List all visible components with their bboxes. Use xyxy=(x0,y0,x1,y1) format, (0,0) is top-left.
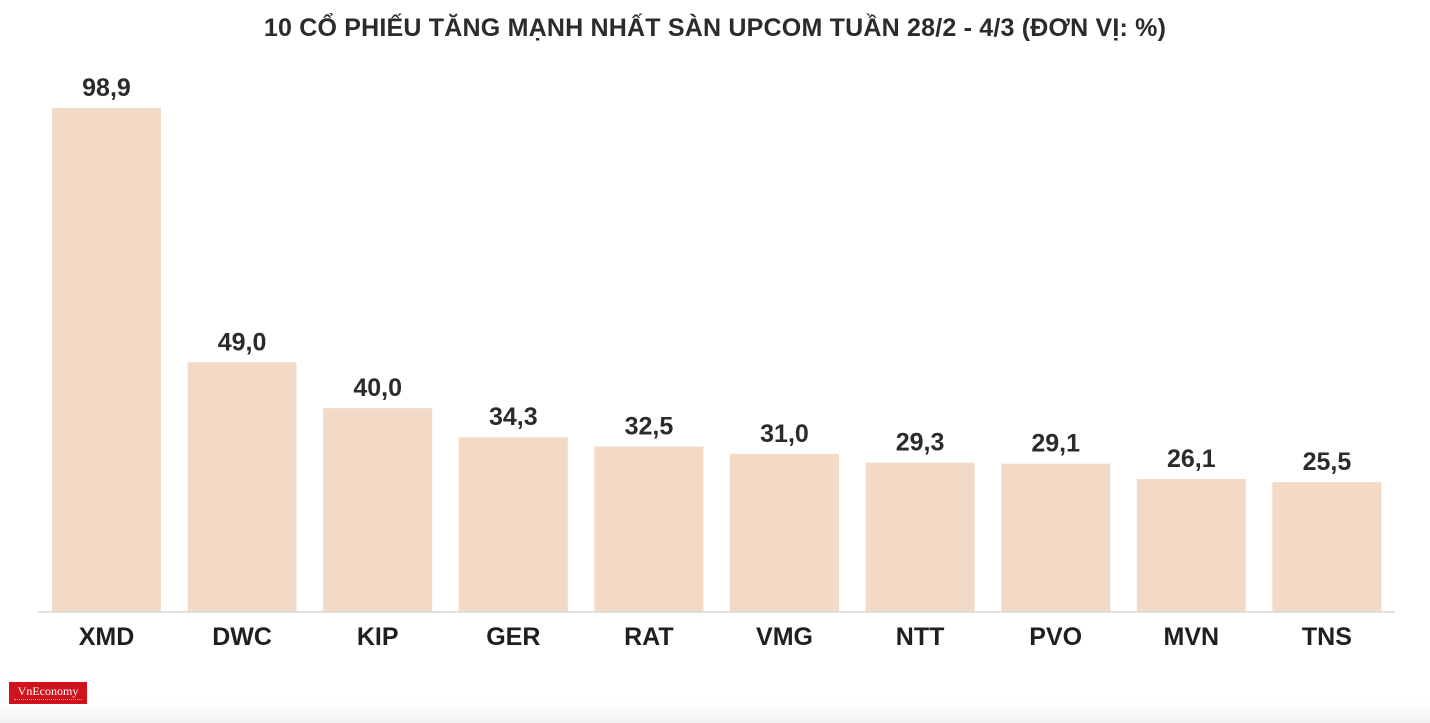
bar-chart: 98,9 XMD 49,0 DWC 40,0 KIP 34,3 GER 32,5 RAT 31,0 V… xyxy=(38,74,1395,651)
vneconomy-logo: VnEconomy xyxy=(9,682,87,704)
chart-title: 10 CỔ PHIẾU TĂNG MẠNH NHẤT SÀN UPCOM TUẦ… xyxy=(263,14,1167,42)
bar-vmg xyxy=(730,454,839,612)
bar-rat xyxy=(594,446,704,612)
bar-dwc xyxy=(187,362,297,612)
logo-tagline-decoration xyxy=(14,699,82,702)
data-label-dwc: 49,0 xyxy=(218,328,267,356)
labels-layer: 98,9 XMD 49,0 DWC 40,0 KIP 34,3 GER 32,5 RAT 31,0 V… xyxy=(79,74,1352,651)
data-label-rat: 32,5 xyxy=(625,412,674,440)
bar-xmd xyxy=(52,108,161,612)
x-tick-label-mvn: MVN xyxy=(1164,623,1220,651)
data-label-ger: 34,3 xyxy=(489,403,538,431)
footer-shade xyxy=(0,700,1430,723)
bar-kip xyxy=(323,408,433,612)
x-tick-label-xmd: XMD xyxy=(79,623,135,651)
logo-text: VnEconomy xyxy=(17,684,79,698)
bar-pvo xyxy=(1001,463,1111,612)
x-tick-label-kip: KIP xyxy=(357,623,399,651)
x-tick-label-vmg: VMG xyxy=(756,623,813,651)
data-label-kip: 40,0 xyxy=(353,374,402,402)
x-tick-label-ger: GER xyxy=(486,623,540,651)
x-tick-label-tns: TNS xyxy=(1302,623,1352,651)
bar-tns xyxy=(1272,482,1382,612)
x-tick-label-pvo: PVO xyxy=(1029,623,1082,651)
bar-ger xyxy=(458,437,568,612)
x-tick-label-rat: RAT xyxy=(624,623,674,651)
data-label-tns: 25,5 xyxy=(1303,448,1352,476)
bar-mvn xyxy=(1136,479,1246,612)
data-label-mvn: 26,1 xyxy=(1167,445,1216,473)
data-label-vmg: 31,0 xyxy=(760,420,809,448)
data-label-pvo: 29,1 xyxy=(1031,430,1080,458)
x-tick-label-ntt: NTT xyxy=(896,623,945,651)
x-tick-label-dwc: DWC xyxy=(212,623,272,651)
data-label-ntt: 29,3 xyxy=(896,429,945,457)
data-label-xmd: 98,9 xyxy=(82,74,131,102)
bar-ntt xyxy=(865,462,975,612)
bars-layer xyxy=(52,108,1382,612)
